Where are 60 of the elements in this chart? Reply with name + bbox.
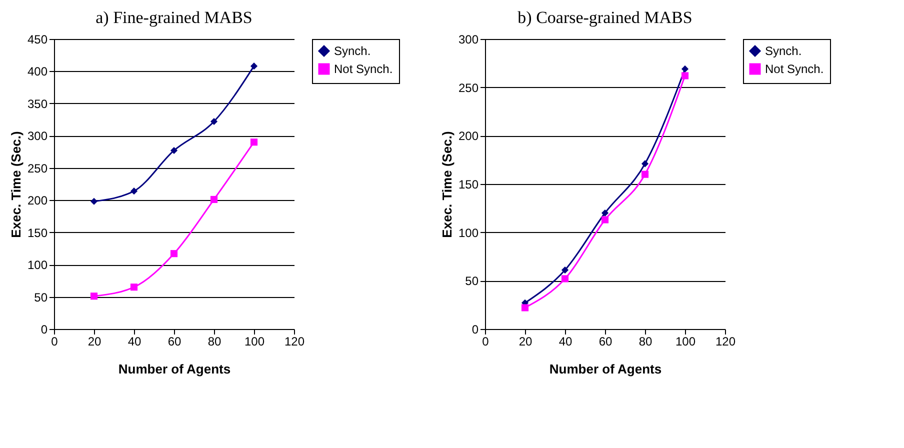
x-tick-label: 40 bbox=[558, 334, 572, 348]
point bbox=[561, 275, 569, 282]
point bbox=[90, 198, 98, 205]
chart-title: b) Coarse-grained MABS bbox=[518, 8, 692, 27]
y-tick-label: 250 bbox=[458, 80, 479, 95]
y-tick-label: 150 bbox=[27, 226, 48, 240]
x-tick-label: 100 bbox=[244, 334, 265, 348]
y-tick-label: 350 bbox=[27, 96, 48, 111]
point bbox=[681, 72, 689, 80]
x-tick-label: 60 bbox=[168, 334, 182, 348]
x-tick-label: 0 bbox=[51, 334, 58, 348]
y-tick-label: 0 bbox=[40, 322, 48, 336]
x-tick-label: 20 bbox=[518, 334, 532, 348]
y-tick-label: 100 bbox=[458, 226, 479, 240]
y-tick-label: 200 bbox=[27, 194, 48, 208]
y-axis-title: Exec. Time (Sec.) bbox=[8, 131, 24, 238]
x-tick-label: 100 bbox=[675, 334, 696, 348]
x-tick-label: 120 bbox=[284, 334, 305, 348]
point bbox=[250, 62, 258, 70]
x-tick-label: 0 bbox=[482, 334, 490, 348]
y-tick-label: 50 bbox=[34, 290, 48, 304]
point bbox=[170, 146, 178, 154]
x-tick-label: 80 bbox=[638, 334, 652, 348]
x-tick-label: 120 bbox=[715, 334, 736, 348]
legend-label: Not Synch. bbox=[334, 62, 393, 76]
x-axis-title: Number of Agents bbox=[549, 362, 662, 376]
y-tick-label: 400 bbox=[27, 64, 48, 79]
y-tick-label: 50 bbox=[465, 274, 479, 288]
y-tick-label: 300 bbox=[458, 32, 479, 46]
y-tick-label: 300 bbox=[27, 129, 48, 144]
point bbox=[90, 292, 98, 300]
y-tick-label: 250 bbox=[27, 161, 48, 176]
x-tick-label: 80 bbox=[208, 334, 222, 348]
point bbox=[210, 118, 218, 126]
legend-label: Synch. bbox=[765, 44, 802, 58]
y-tick-label: 100 bbox=[27, 258, 48, 272]
point bbox=[601, 216, 609, 224]
point bbox=[130, 188, 138, 195]
point bbox=[641, 170, 649, 178]
point bbox=[601, 209, 609, 217]
point bbox=[250, 138, 258, 146]
x-tick-label: 60 bbox=[598, 334, 612, 348]
y-tick-label: 0 bbox=[472, 322, 479, 336]
y-tick-label: 450 bbox=[27, 32, 48, 46]
legend-label: Synch. bbox=[334, 44, 371, 58]
y-tick-label: 200 bbox=[458, 129, 479, 144]
point bbox=[170, 250, 178, 258]
point bbox=[521, 304, 529, 312]
point bbox=[210, 196, 218, 203]
point bbox=[130, 284, 138, 291]
point bbox=[641, 160, 649, 168]
legend-label: Not Synch. bbox=[765, 62, 824, 76]
point bbox=[561, 266, 569, 274]
chart-title: a) Fine-grained MABS bbox=[96, 8, 252, 27]
x-tick-label: 40 bbox=[128, 334, 142, 348]
y-axis-title: Exec. Time (Sec.) bbox=[439, 131, 454, 238]
y-tick-label: 150 bbox=[458, 178, 479, 192]
point bbox=[681, 65, 689, 73]
x-axis-title: Number of Agents bbox=[118, 362, 231, 376]
x-tick-label: 20 bbox=[88, 334, 102, 348]
